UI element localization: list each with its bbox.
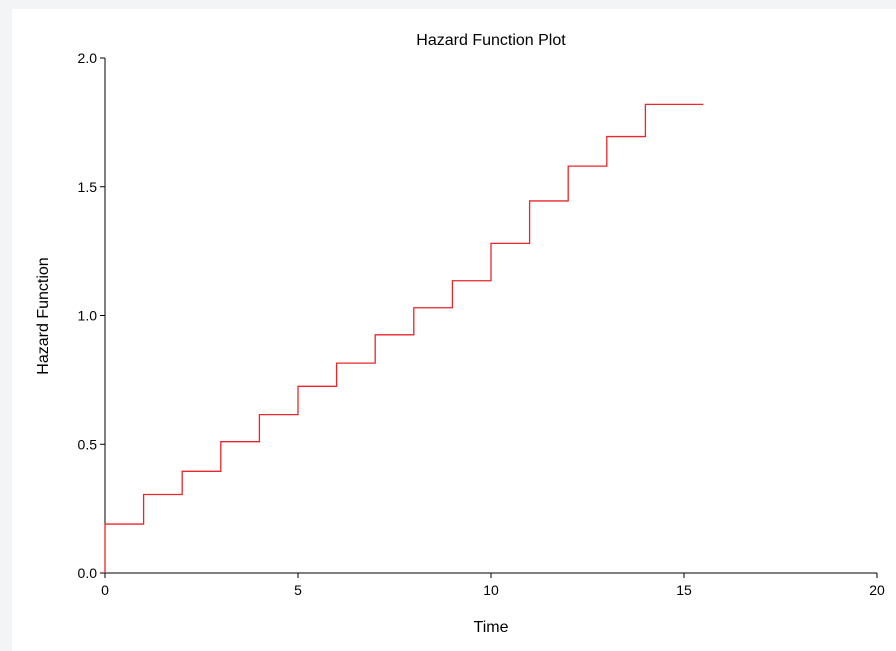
x-tick-label: 15 bbox=[676, 582, 692, 598]
y-axis-label: Hazard Function bbox=[35, 257, 52, 374]
y-tick-label: 2.0 bbox=[78, 50, 98, 66]
y-tick-label: 0.5 bbox=[78, 436, 98, 452]
x-tick-label: 20 bbox=[869, 582, 885, 598]
x-tick-label: 10 bbox=[483, 582, 499, 598]
series-layer bbox=[104, 103, 704, 573]
hazard-step-line bbox=[104, 103, 704, 573]
y-tick-label: 1.5 bbox=[78, 179, 98, 195]
y-tick-label: 1.0 bbox=[78, 308, 98, 324]
x-tick-label: 0 bbox=[101, 582, 109, 598]
chart-title: Hazard Function Plot bbox=[416, 32, 566, 49]
y-tick-label: 0.0 bbox=[78, 565, 98, 581]
x-axis-label: Time bbox=[474, 619, 509, 636]
chart-frame bbox=[12, 9, 896, 651]
axes: 0 5 10 15 20 0.0 0.5 1.0 1.5 2.0 bbox=[78, 50, 885, 598]
x-tick-label: 5 bbox=[294, 582, 302, 598]
